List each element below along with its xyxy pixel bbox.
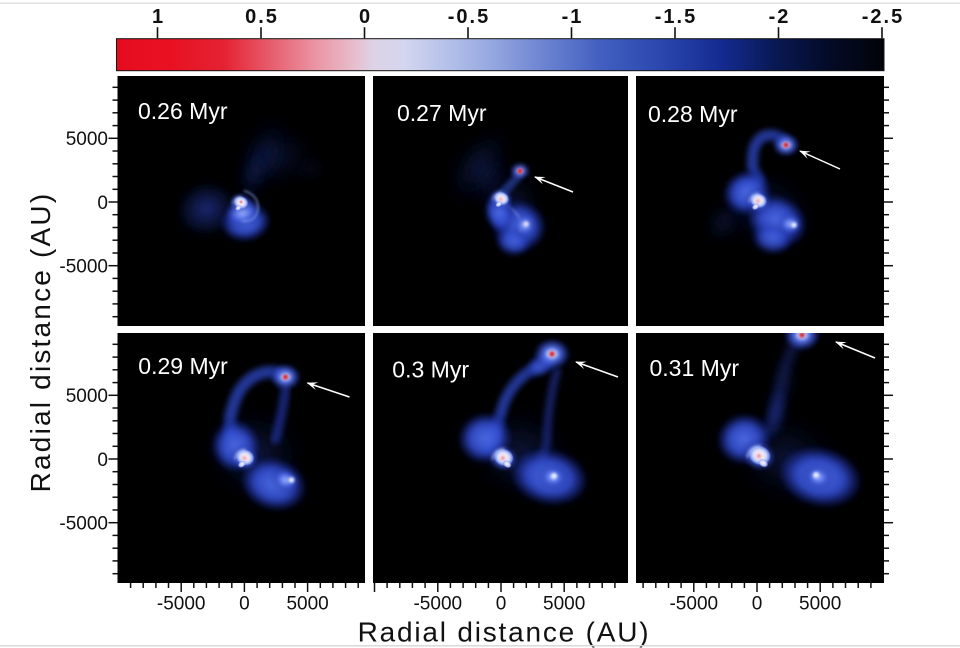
svg-text:0: 0 bbox=[97, 450, 108, 471]
svg-text:0: 0 bbox=[359, 6, 372, 28]
svg-text:0.31 Myr: 0.31 Myr bbox=[650, 355, 740, 381]
svg-text:-5000: -5000 bbox=[157, 594, 206, 615]
svg-text:0: 0 bbox=[97, 193, 108, 214]
svg-text:0: 0 bbox=[496, 594, 507, 615]
svg-text:-2: -2 bbox=[769, 6, 791, 28]
svg-text:0: 0 bbox=[752, 594, 763, 615]
svg-text:5000: 5000 bbox=[799, 594, 841, 615]
svg-text:-5000: -5000 bbox=[59, 257, 108, 278]
svg-text:-2.5: -2.5 bbox=[862, 6, 904, 28]
svg-text:5000: 5000 bbox=[66, 386, 108, 407]
svg-text:0.3 Myr: 0.3 Myr bbox=[392, 356, 469, 382]
svg-text:0.28 Myr: 0.28 Myr bbox=[648, 101, 738, 127]
svg-text:1: 1 bbox=[152, 6, 165, 28]
svg-text:-5000: -5000 bbox=[669, 594, 718, 615]
svg-text:Radial distance (AU): Radial distance (AU) bbox=[25, 192, 56, 493]
svg-text:-0.5: -0.5 bbox=[448, 6, 490, 28]
svg-text:0.26 Myr: 0.26 Myr bbox=[138, 98, 228, 124]
svg-text:-1: -1 bbox=[562, 6, 584, 28]
svg-text:5000: 5000 bbox=[66, 129, 108, 150]
svg-text:0.29 Myr: 0.29 Myr bbox=[138, 353, 228, 379]
svg-text:-1.5: -1.5 bbox=[655, 6, 697, 28]
svg-text:-5000: -5000 bbox=[413, 594, 462, 615]
svg-text:0.5: 0.5 bbox=[245, 6, 279, 28]
svg-text:-5000: -5000 bbox=[59, 514, 108, 535]
svg-text:0.27 Myr: 0.27 Myr bbox=[397, 100, 487, 126]
svg-text:5000: 5000 bbox=[286, 594, 328, 615]
svg-text:5000: 5000 bbox=[543, 594, 585, 615]
svg-text:Radial distance (AU): Radial distance (AU) bbox=[358, 617, 651, 648]
svg-text:0: 0 bbox=[239, 594, 250, 615]
